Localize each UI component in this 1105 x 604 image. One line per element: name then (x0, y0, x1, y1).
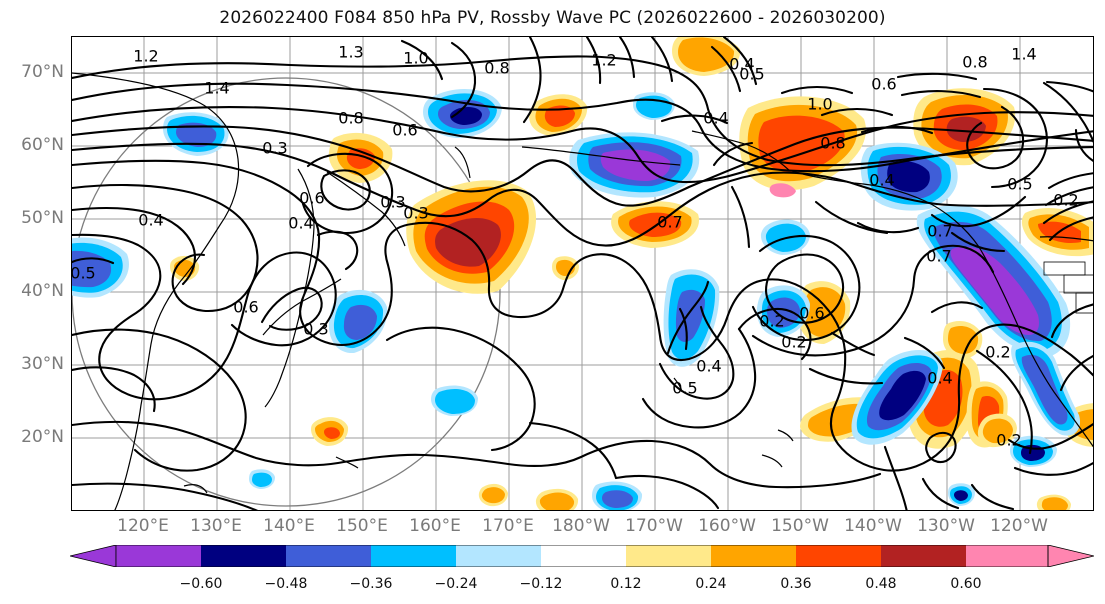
lon-label-130e: 130°E (190, 516, 242, 536)
coast-boxes (1043, 261, 1093, 314)
colorbar-tick-label: 0.60 (950, 576, 982, 592)
contour-label: 0.6 (233, 298, 258, 317)
contour-label: 0.3 (262, 139, 287, 158)
contour-label: 0.7 (927, 222, 952, 241)
contour-label: 0.5 (1007, 175, 1032, 194)
contour-label: 0.3 (380, 193, 405, 212)
contour-label: 0.6 (392, 121, 417, 140)
colorbar-tick-label: 0.48 (865, 576, 897, 592)
contour-label: 0.6 (799, 304, 824, 323)
range-circle (72, 77, 501, 507)
lon-label-170w: 170°W (625, 516, 683, 536)
lon-label-150w: 150°W (771, 516, 829, 536)
colorbar-tick-label: 0.36 (780, 576, 812, 592)
lon-label-140w: 140°W (844, 516, 902, 536)
contour-label: 0.2 (759, 312, 784, 331)
contour-label: 0.2 (985, 343, 1010, 362)
contour-label: 0.4 (696, 357, 721, 376)
contour-label: 0.4 (703, 109, 728, 128)
contour-labels: 1.2 1.3 1.0 0.8 1.2 1.4 0.5 0.4 0.8 1.4 … (72, 43, 1079, 450)
colorbar-tick-label: −0.48 (264, 576, 308, 592)
colorbar-segment (116, 545, 201, 567)
colorbar-segment (201, 545, 286, 567)
contour-label: 0.8 (820, 134, 845, 153)
contour-label: 1.2 (591, 51, 616, 70)
lat-label-20n: 20°N (21, 427, 64, 447)
colorbar-segment (541, 545, 626, 567)
colorbar-tick-label: −0.60 (179, 576, 223, 592)
lon-label-180w: 180°W (552, 516, 610, 536)
colorbar-segment (711, 545, 796, 567)
contour-label: 0.7 (926, 247, 951, 266)
map-title: 2026022400 F084 850 hPa PV, Rossby Wave … (219, 8, 886, 28)
lon-label-170e: 170°E (482, 516, 534, 536)
contour-label: 0.4 (729, 55, 754, 74)
colorbar-segment (966, 545, 1048, 567)
lon-label-140e: 140°E (263, 516, 315, 536)
contour-label: 1.2 (133, 47, 158, 66)
map-svg: 1.2 1.3 1.0 0.8 1.2 1.4 0.5 0.4 0.8 1.4 … (72, 37, 1093, 510)
colorbar-segment (371, 545, 456, 567)
lon-label-120w: 120°W (990, 516, 1048, 536)
contour-label: 0.6 (871, 75, 896, 94)
colorbar-frame (115, 545, 1049, 567)
contour-label: 0.5 (72, 264, 96, 283)
contour-label: 0.8 (484, 59, 509, 78)
lon-label-130w: 130°W (917, 516, 975, 536)
colorbar-tick-label: −0.36 (349, 576, 393, 592)
colorbar-segment (286, 545, 371, 567)
colorbar (70, 545, 1094, 567)
lon-label-160w: 160°W (698, 516, 756, 536)
contour-label: 0.3 (303, 320, 328, 339)
map-panel: 1.2 1.3 1.0 0.8 1.2 1.4 0.5 0.4 0.8 1.4 … (71, 36, 1094, 511)
colorbar-segment (796, 545, 881, 567)
contour-label: 1.4 (204, 79, 229, 98)
lon-label-150e: 150°E (336, 516, 388, 536)
contour-label: 1.0 (403, 49, 428, 68)
colorbar-segment (626, 545, 711, 567)
contour-label: 0.4 (288, 214, 313, 233)
contour-label: 1.4 (1011, 45, 1036, 64)
lat-label-60n: 60°N (21, 135, 64, 155)
lat-label-30n: 30°N (21, 354, 64, 374)
contour-label: 1.3 (338, 43, 363, 62)
colorbar-extend-right (1047, 545, 1094, 567)
contour-label: 0.2 (1053, 191, 1078, 210)
lat-label-50n: 50°N (21, 208, 64, 228)
lon-label-120e: 120°E (117, 516, 169, 536)
contour-label: 0.4 (927, 369, 952, 388)
colorbar-segment (456, 545, 541, 567)
contour-label: 0.8 (338, 109, 363, 128)
colorbar-segment (881, 545, 966, 567)
colorbar-tick-label: −0.12 (519, 576, 563, 592)
colorbar-extend-left (70, 545, 117, 567)
contour-label: 0.8 (962, 53, 987, 72)
lon-label-160e: 160°E (409, 516, 461, 536)
pv-contours (72, 37, 1093, 510)
contour-label: 0.6 (299, 189, 324, 208)
contour-label: 0.3 (403, 204, 428, 223)
contour-label: 1.0 (807, 95, 832, 114)
colorbar-tick-label: 0.24 (695, 576, 727, 592)
colorbar-tick-label: 0.12 (610, 576, 642, 592)
contour-label: 0.2 (781, 333, 806, 352)
lat-label-70n: 70°N (21, 62, 64, 82)
lat-label-40n: 40°N (21, 281, 64, 301)
colorbar-tick-label: −0.24 (434, 576, 478, 592)
contour-label: 0.5 (672, 379, 697, 398)
contour-label: 0.7 (657, 213, 682, 232)
contour-label: 0.5 (739, 65, 764, 84)
contour-label: 0.4 (869, 171, 894, 190)
contour-label: 0.2 (996, 431, 1021, 450)
contour-label: 0.4 (138, 211, 163, 230)
